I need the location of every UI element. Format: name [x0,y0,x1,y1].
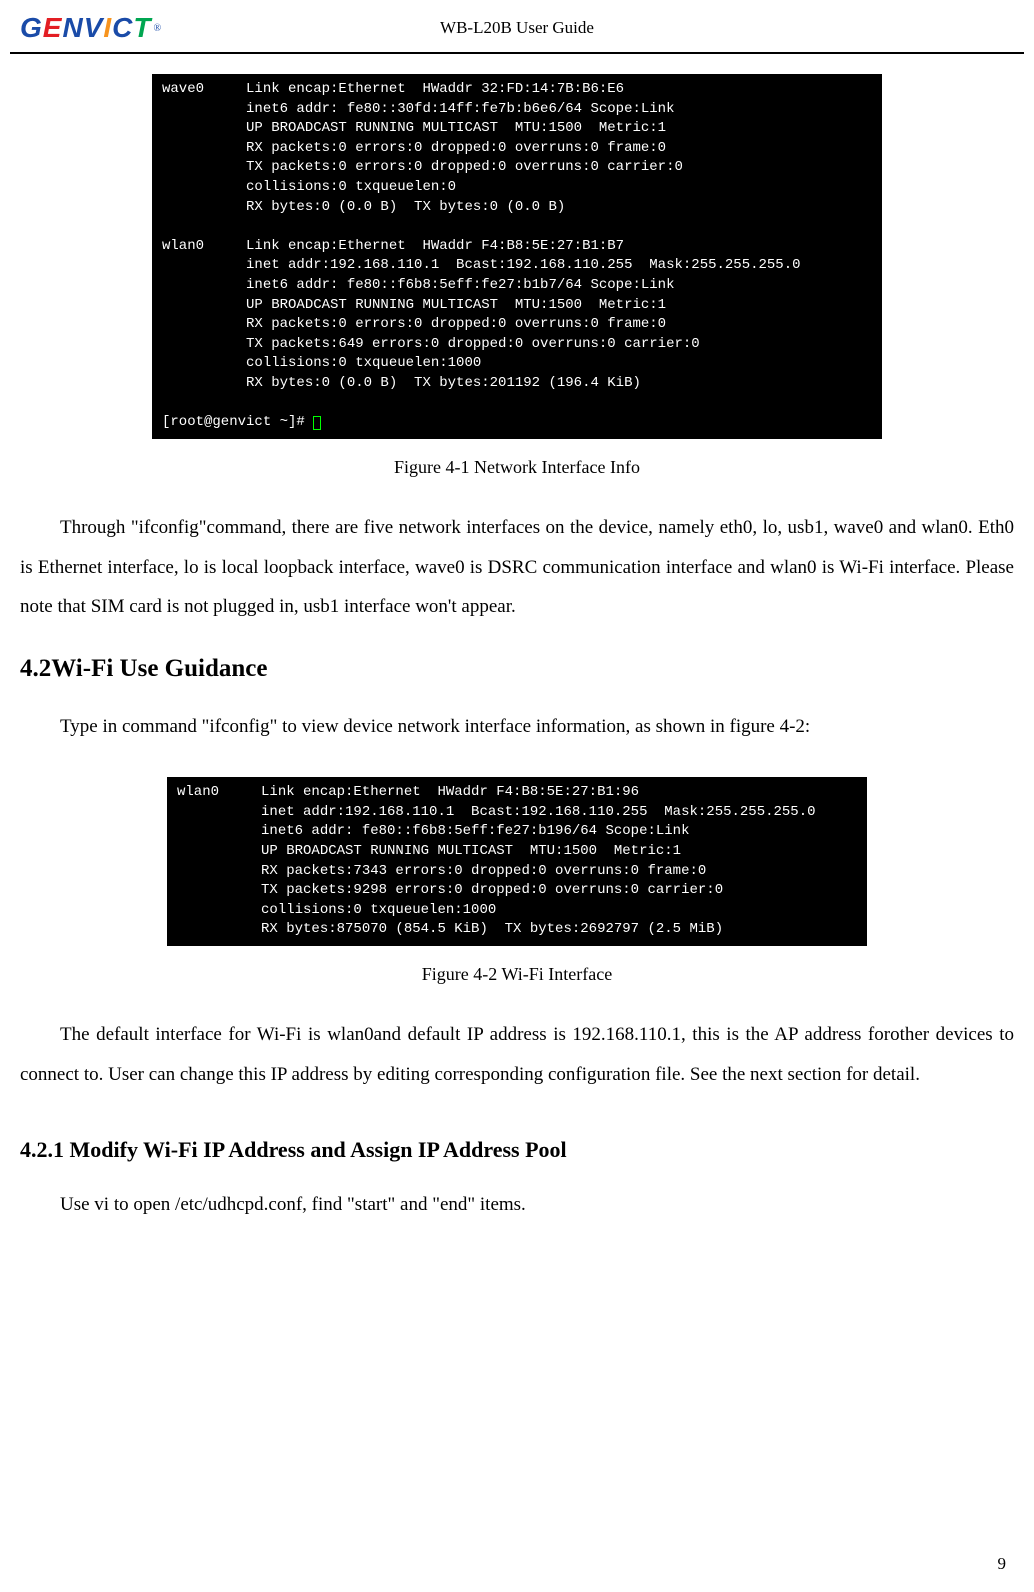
terminal-cursor-icon [313,416,321,430]
doc-title: WB-L20B User Guide [440,18,594,38]
section-heading-4-2: 4.2Wi-Fi Use Guidance [0,655,1034,683]
terminal-output-1: wave0 Link encap:Ethernet HWaddr 32:FD:1… [152,74,882,439]
terminal-output-2: wlan0 Link encap:Ethernet HWaddr F4:B8:5… [167,777,867,946]
paragraph-3: The default interface for Wi-Fi is wlan0… [0,1015,1034,1095]
figure-caption-1: Figure 4-1 Network Interface Info [0,457,1034,478]
header-divider [10,52,1024,54]
paragraph-4: Use vi to open /etc/udhcpd.conf, find "s… [0,1185,1034,1225]
paragraph-1: Through "ifconfig"command, there are fiv… [0,508,1034,628]
logo: GENVICT® [20,12,161,44]
paragraph-2: Type in command "ifconfig" to view devic… [0,707,1034,747]
section-heading-4-2-1: 4.2.1 Modify Wi-Fi IP Address and Assign… [0,1137,1034,1163]
figure-caption-2: Figure 4-2 Wi-Fi Interface [0,964,1034,985]
registered-mark-icon: ® [154,23,162,34]
page-header: GENVICT® WB-L20B User Guide [0,0,1034,52]
page-number: 9 [998,1554,1007,1574]
